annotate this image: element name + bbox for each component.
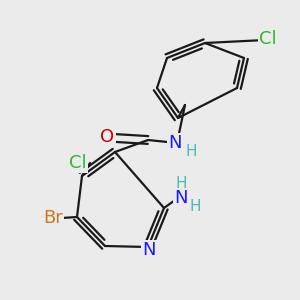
- Text: Cl: Cl: [259, 29, 277, 47]
- Text: Br: Br: [43, 209, 63, 227]
- Text: N: N: [143, 241, 156, 259]
- Text: N: N: [174, 189, 188, 207]
- Text: H: H: [190, 199, 201, 214]
- Text: H: H: [186, 145, 197, 160]
- Text: Cl: Cl: [69, 154, 87, 172]
- Text: H: H: [175, 176, 187, 191]
- Text: N: N: [168, 134, 182, 152]
- Text: O: O: [100, 128, 115, 146]
